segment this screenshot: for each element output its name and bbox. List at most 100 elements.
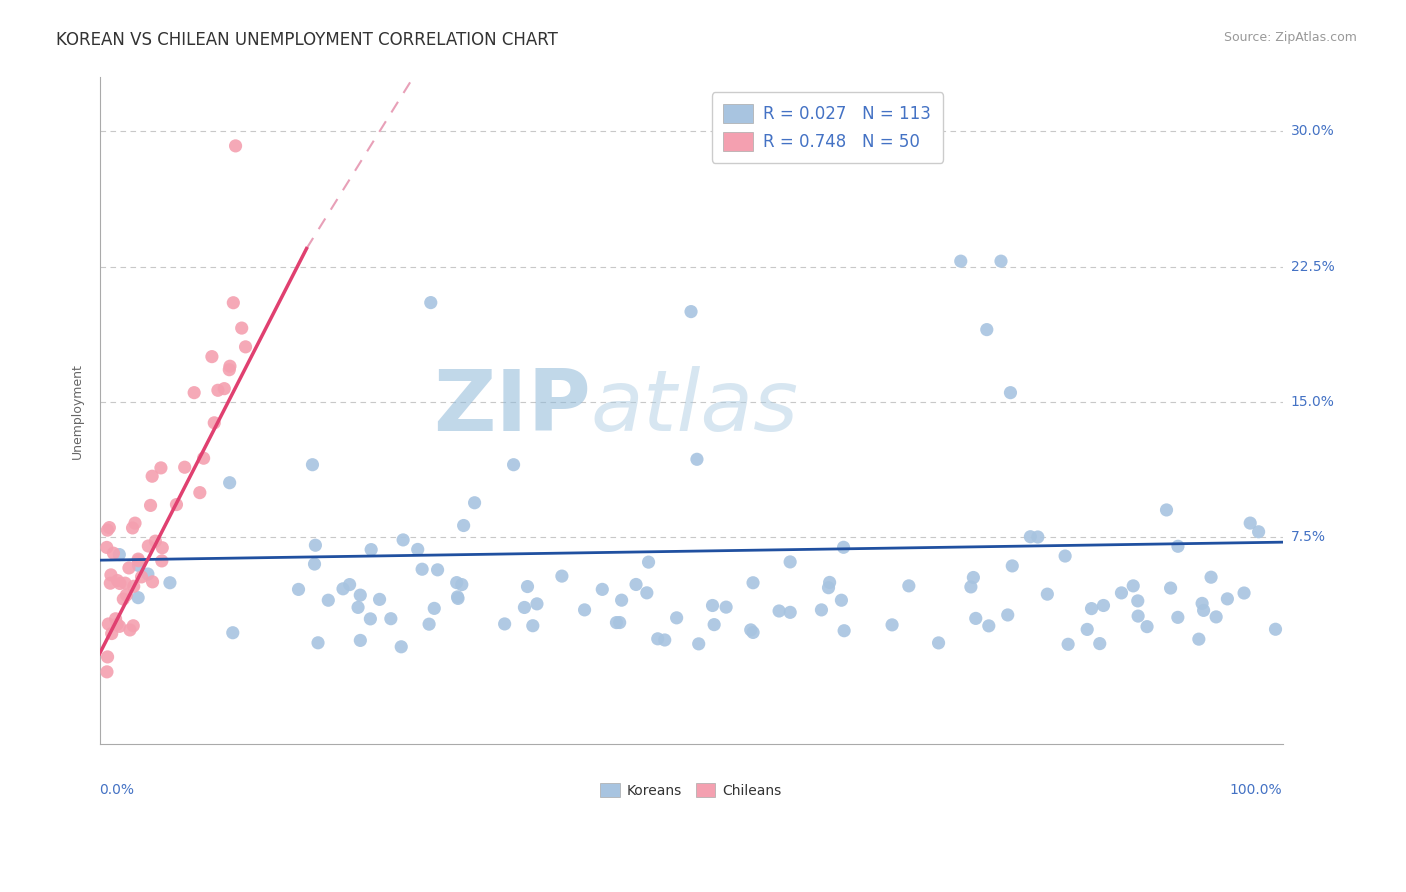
Text: 22.5%: 22.5% bbox=[1291, 260, 1334, 274]
Point bbox=[219, 359, 242, 374]
Point bbox=[1057, 637, 1080, 651]
Point bbox=[990, 254, 1012, 268]
Point bbox=[624, 577, 647, 591]
Point bbox=[97, 617, 120, 632]
Point bbox=[665, 611, 688, 625]
Point bbox=[688, 637, 710, 651]
Point bbox=[551, 569, 574, 583]
Point bbox=[647, 632, 669, 646]
Point bbox=[1247, 524, 1270, 539]
Point bbox=[832, 624, 855, 638]
Point bbox=[1001, 558, 1024, 573]
Point bbox=[222, 625, 245, 640]
Point bbox=[574, 603, 596, 617]
Point bbox=[127, 552, 149, 566]
Point bbox=[1239, 516, 1261, 530]
Point bbox=[423, 601, 446, 615]
Point bbox=[977, 619, 1000, 633]
Text: KOREAN VS CHILEAN UNEMPLOYMENT CORRELATION CHART: KOREAN VS CHILEAN UNEMPLOYMENT CORRELATI… bbox=[56, 31, 558, 49]
Point bbox=[131, 570, 153, 584]
Point bbox=[418, 617, 440, 632]
Point bbox=[122, 619, 145, 633]
Point bbox=[304, 557, 326, 571]
Point bbox=[1054, 549, 1077, 563]
Point bbox=[1026, 530, 1049, 544]
Point bbox=[742, 625, 765, 640]
Point bbox=[127, 591, 149, 605]
Point bbox=[98, 520, 121, 534]
Point bbox=[703, 617, 725, 632]
Point bbox=[610, 593, 633, 607]
Point bbox=[464, 496, 486, 510]
Point bbox=[141, 574, 163, 589]
Point bbox=[104, 612, 127, 626]
Point bbox=[287, 582, 309, 597]
Point bbox=[1111, 586, 1133, 600]
Point bbox=[107, 574, 129, 588]
Point bbox=[1191, 596, 1213, 610]
Point bbox=[928, 636, 950, 650]
Point bbox=[1122, 579, 1144, 593]
Point bbox=[108, 548, 131, 562]
Point bbox=[349, 633, 371, 648]
Point bbox=[1076, 623, 1098, 637]
Text: 7.5%: 7.5% bbox=[1291, 530, 1326, 544]
Text: Source: ZipAtlas.com: Source: ZipAtlas.com bbox=[1223, 31, 1357, 45]
Point bbox=[96, 665, 118, 679]
Point bbox=[392, 533, 415, 547]
Point bbox=[1000, 385, 1022, 400]
Point bbox=[149, 461, 172, 475]
Legend: Koreans, Chileans: Koreans, Chileans bbox=[595, 778, 787, 804]
Text: ZIP: ZIP bbox=[433, 366, 591, 449]
Point bbox=[307, 636, 329, 650]
Point bbox=[1088, 637, 1111, 651]
Point bbox=[100, 567, 122, 582]
Point bbox=[127, 558, 149, 573]
Point bbox=[832, 541, 855, 555]
Point bbox=[141, 469, 163, 483]
Point bbox=[207, 384, 229, 398]
Point bbox=[605, 615, 627, 630]
Point bbox=[201, 350, 224, 364]
Point bbox=[166, 498, 188, 512]
Point bbox=[714, 600, 737, 615]
Point bbox=[522, 618, 544, 632]
Point bbox=[446, 590, 468, 604]
Point bbox=[1156, 503, 1178, 517]
Point bbox=[636, 586, 658, 600]
Point bbox=[122, 579, 145, 593]
Point bbox=[679, 304, 702, 318]
Point bbox=[218, 475, 240, 490]
Point bbox=[1188, 632, 1211, 647]
Point bbox=[136, 539, 159, 553]
Point bbox=[98, 576, 121, 591]
Point bbox=[118, 623, 141, 637]
Point bbox=[447, 591, 470, 606]
Text: 0.0%: 0.0% bbox=[100, 783, 135, 797]
Point bbox=[188, 485, 211, 500]
Text: 100.0%: 100.0% bbox=[1230, 783, 1282, 797]
Point bbox=[359, 612, 381, 626]
Point bbox=[115, 588, 138, 602]
Point bbox=[118, 561, 141, 575]
Point bbox=[112, 592, 135, 607]
Point bbox=[150, 541, 173, 555]
Point bbox=[127, 554, 149, 568]
Point bbox=[1019, 530, 1042, 544]
Point bbox=[100, 626, 122, 640]
Point bbox=[502, 458, 524, 472]
Point bbox=[1233, 586, 1256, 600]
Point bbox=[1126, 594, 1149, 608]
Point bbox=[301, 458, 323, 472]
Point bbox=[173, 460, 195, 475]
Point bbox=[1192, 603, 1215, 617]
Point bbox=[304, 538, 326, 552]
Text: atlas: atlas bbox=[591, 366, 799, 449]
Point bbox=[810, 603, 832, 617]
Point bbox=[97, 649, 120, 664]
Point bbox=[108, 619, 131, 633]
Point bbox=[136, 567, 159, 582]
Point bbox=[96, 523, 118, 537]
Point bbox=[231, 321, 253, 335]
Point bbox=[997, 607, 1019, 622]
